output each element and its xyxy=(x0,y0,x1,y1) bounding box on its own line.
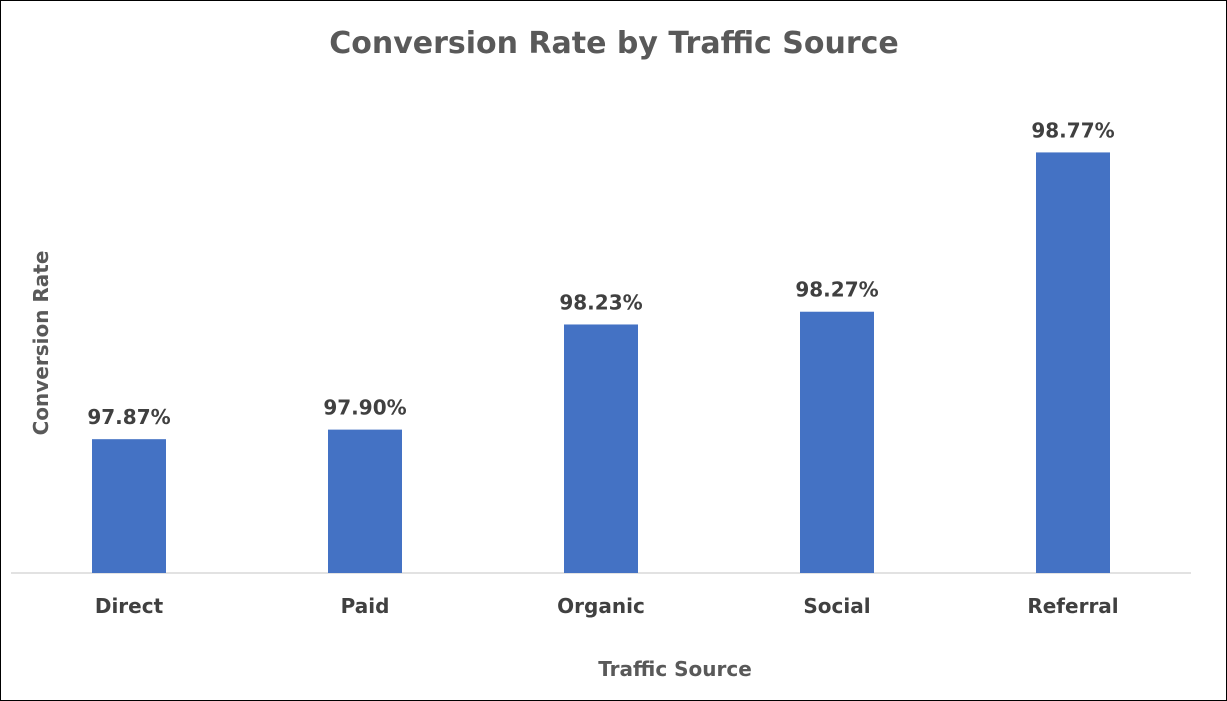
data-label-direct: 97.87% xyxy=(87,405,170,429)
bar-social xyxy=(800,311,874,573)
data-labels-group: 97.87% 97.90% 98.23% 98.27% 98.77% xyxy=(87,118,1114,429)
chart-title: Conversion Rate by Traffic Source xyxy=(329,26,899,61)
y-axis-title: Conversion Rate xyxy=(29,251,53,436)
x-axis-title: Traffic Source xyxy=(598,657,752,681)
x-tick-labels: Direct Paid Organic Social Referral xyxy=(95,594,1119,618)
x-tick-label-social: Social xyxy=(803,594,870,618)
bar-referral xyxy=(1036,152,1110,573)
bar-paid xyxy=(328,429,402,573)
x-tick-label-paid: Paid xyxy=(341,594,390,618)
data-label-referral: 98.77% xyxy=(1031,118,1114,142)
bars-group xyxy=(92,152,1110,573)
data-label-social: 98.27% xyxy=(795,278,878,302)
bar-direct xyxy=(92,439,166,573)
x-tick-label-organic: Organic xyxy=(557,594,645,618)
bar-organic xyxy=(564,324,638,573)
x-tick-label-direct: Direct xyxy=(95,594,164,618)
data-label-organic: 98.23% xyxy=(559,290,642,314)
x-tick-label-referral: Referral xyxy=(1027,594,1118,618)
data-label-paid: 97.90% xyxy=(323,396,406,420)
